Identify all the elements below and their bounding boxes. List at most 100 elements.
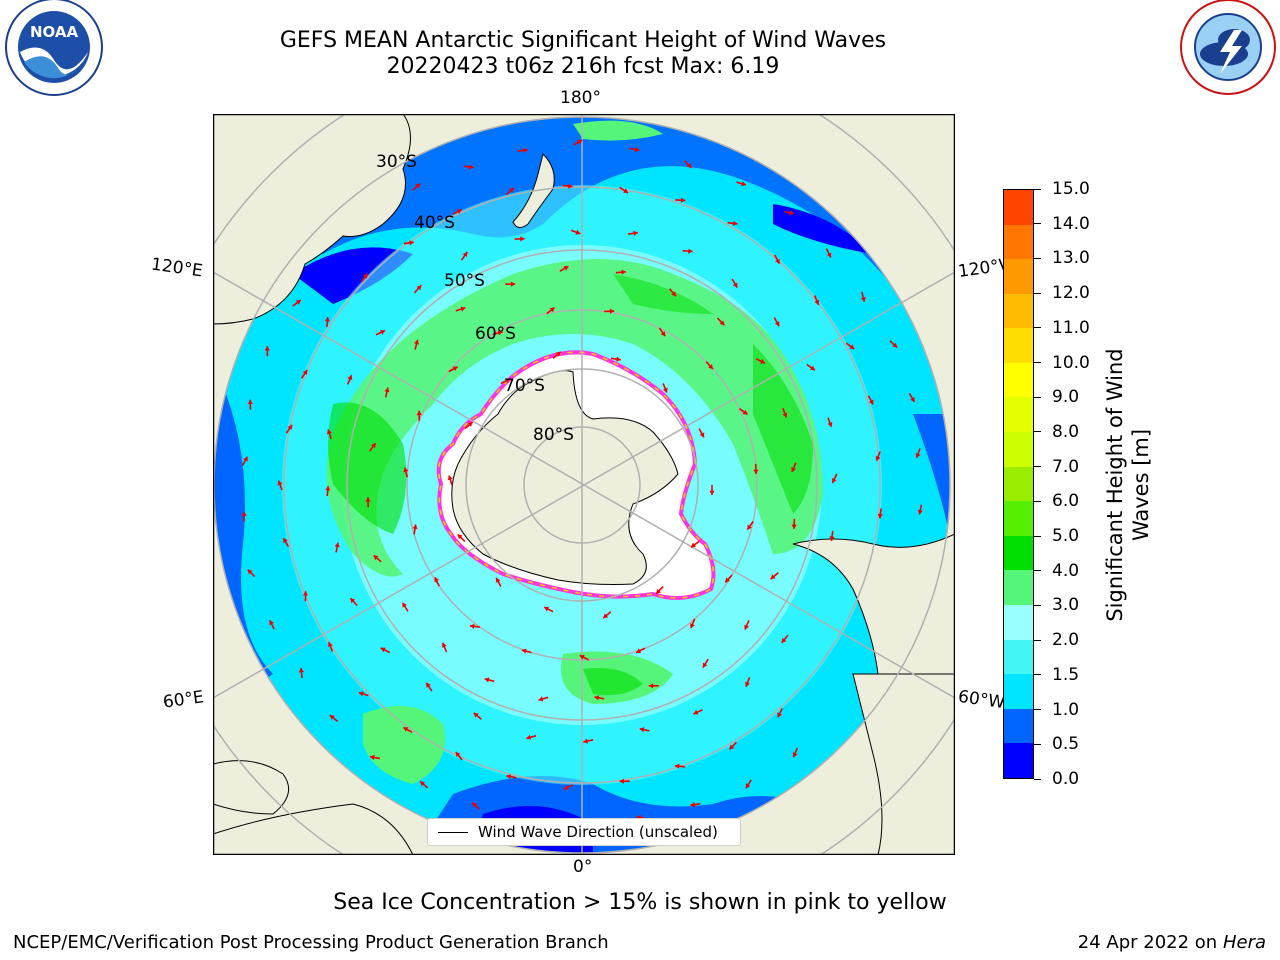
wave-arrow-head — [549, 307, 555, 313]
wave-arrow-head — [708, 364, 713, 369]
wave-arrow-head — [412, 524, 418, 530]
sea-ice-note: Sea Ice Concentration > 15% is shown in … — [333, 890, 947, 915]
wave-arrow-head — [497, 330, 503, 336]
wave-arrow-head — [555, 351, 561, 357]
colorbar-tick-label: 8.0 — [1052, 421, 1080, 442]
wave-arrow-head — [814, 299, 820, 305]
wave-arrow-head — [416, 410, 422, 416]
wave-arrow-head — [623, 188, 629, 193]
lat-label-60s: 60°S — [475, 324, 516, 344]
colorbar-tick-mark — [1034, 500, 1041, 502]
colorbar-tick-label: 14.0 — [1052, 213, 1090, 234]
legend-line-symbol — [438, 832, 468, 833]
wave-arrow-head — [781, 637, 787, 643]
wave-arrow-head — [467, 422, 473, 427]
wave-arrow-head — [510, 281, 516, 287]
colorbar-segment — [1004, 501, 1033, 536]
legend-text: Wind Wave Direction (unscaled) — [478, 823, 718, 841]
wave-arrow-head — [302, 369, 308, 375]
colorbar-tick-mark — [1034, 431, 1041, 433]
lon-label-0: 0° — [573, 857, 593, 877]
wave-arrow-head — [563, 266, 569, 271]
wave-arrow-head — [521, 648, 527, 654]
wave-arrow-head — [504, 378, 510, 384]
colorbar-tick-label: 0.5 — [1052, 734, 1080, 755]
wave-arrow-head — [732, 282, 738, 288]
wave-arrow-head — [568, 183, 573, 189]
wave-arrow-head — [831, 478, 837, 483]
colorbar-tick-label: 10.0 — [1052, 352, 1090, 373]
colorbar-tick-mark — [1034, 743, 1041, 745]
wave-arrow-head — [247, 569, 253, 575]
wave-arrow-head — [826, 252, 832, 258]
africa-land — [213, 760, 290, 815]
colorbar-tick-mark — [1034, 292, 1041, 294]
wave-arrow-head — [298, 668, 304, 673]
wave-arrow-head — [264, 346, 270, 351]
wave-arrow-head — [745, 783, 751, 789]
wave-arrow-head — [384, 387, 390, 393]
wave-arrow-head — [789, 210, 794, 216]
footer-date: 24 Apr 2022 on Hera — [1078, 932, 1266, 953]
wave-arrow-head — [699, 432, 705, 438]
colorbar-tick-mark — [1034, 396, 1041, 398]
wave-arrow-head — [414, 339, 419, 345]
wave-arrow-head — [426, 682, 431, 688]
wave-arrow-head — [241, 511, 247, 516]
lon-label-60w: 60°W — [956, 686, 1007, 714]
wave-arrow-head — [791, 524, 797, 529]
colorbar-tick-label: 13.0 — [1052, 248, 1090, 269]
wave-arrow-head — [910, 397, 915, 402]
map-legend: Wind Wave Direction (unscaled) — [427, 818, 741, 846]
colorbar-segment — [1004, 362, 1033, 398]
wave-arrow-head — [520, 236, 525, 242]
colorbar-segment — [1004, 189, 1033, 225]
colorbar-tick-label: 3.0 — [1052, 595, 1080, 616]
colorbar-segment — [1004, 466, 1033, 502]
wave-arrow-head — [452, 366, 458, 372]
footer-branch: NCEP/EMC/Verification Post Processing Pr… — [13, 932, 609, 953]
wave-arrow-head — [325, 486, 331, 491]
wave-arrow-head — [577, 140, 583, 145]
wave-arrow-head — [456, 209, 462, 214]
colorbar-segment — [1004, 432, 1033, 467]
wave-arrow-head — [760, 358, 766, 364]
wave-arrow-head — [409, 240, 414, 246]
lat-label-30s: 30°S — [376, 152, 417, 172]
wave-arrow-head — [875, 455, 881, 461]
lon-label-60e: 60°E — [161, 687, 206, 713]
wave-arrow-head — [575, 229, 581, 235]
wave-arrow-head — [633, 230, 638, 236]
wave-arrow-head — [619, 778, 624, 784]
wave-arrow-head — [416, 285, 422, 291]
colorbar-tick-mark — [1034, 604, 1041, 606]
polar-map — [213, 114, 955, 855]
wave-arrow-head — [616, 356, 621, 362]
colorbar-tick-mark — [1034, 257, 1041, 259]
wave-arrow-head — [621, 269, 626, 275]
wave-arrow-head — [688, 248, 693, 254]
colorbar-segment — [1004, 605, 1033, 640]
colorbar-tick-mark — [1034, 639, 1041, 641]
wave-arrow-head — [469, 623, 475, 629]
colorbar-segment — [1004, 743, 1033, 778]
wave-arrow-head — [287, 424, 292, 430]
wave-arrow-head — [609, 308, 615, 314]
wave-arrow-head — [329, 715, 335, 720]
wave-arrow-head — [365, 497, 371, 502]
wave-arrow-head — [860, 297, 866, 302]
chart-title: GEFS MEAN Antarctic Significant Height o… — [279, 28, 887, 53]
colorbar-tick-label: 1.0 — [1052, 699, 1080, 720]
wave-arrow-head — [403, 727, 409, 732]
wave-arrow-head — [441, 642, 447, 648]
wave-arrow-head — [770, 574, 776, 580]
lat-label-50s: 50°S — [444, 271, 485, 291]
wave-arrow-head — [702, 662, 708, 668]
colorbar-segment — [1004, 328, 1033, 363]
wave-arrow-head — [753, 469, 759, 474]
colorbar-segment — [1004, 535, 1033, 571]
wave-arrow-head — [538, 696, 544, 702]
colorbar-tick-label: 0.0 — [1052, 769, 1080, 789]
colorbar-tick-mark — [1034, 778, 1041, 780]
wave-arrow-head — [745, 681, 750, 687]
